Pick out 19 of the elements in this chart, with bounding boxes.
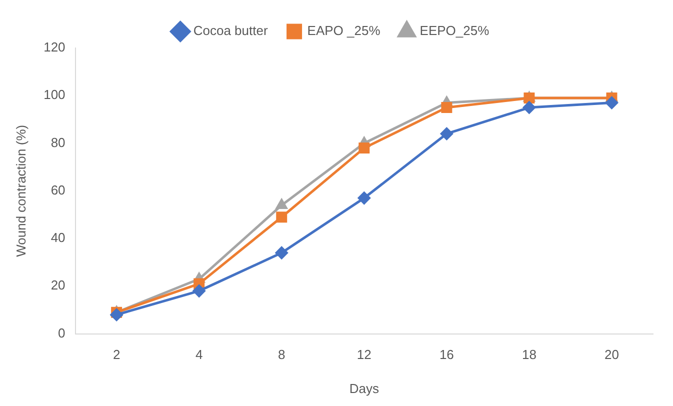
y-axis-title: Wound contraction (%) (13, 124, 28, 257)
x-tick-label: 12 (356, 347, 372, 362)
y-tick-label: 80 (50, 134, 66, 150)
y-tick-label: 100 (44, 87, 66, 102)
y-tick-label: 120 (44, 40, 66, 55)
legend-label: EAPO _25% (307, 23, 381, 38)
x-axis-title: Days (349, 380, 380, 396)
x-tick-label: 18 (522, 347, 536, 362)
x-tick-label: 2 (112, 347, 120, 362)
y-tick-label: 40 (50, 230, 66, 246)
y-tick-label: 0 (58, 325, 66, 340)
x-tick-label: 8 (278, 347, 286, 362)
x-tick-label: 4 (195, 347, 203, 362)
legend-label: Cocoa butter (193, 23, 268, 38)
x-tick-label: 16 (439, 347, 454, 362)
legend-label: EEPO_25% (420, 23, 490, 38)
y-tick-label: 20 (50, 278, 66, 293)
y-tick-label: 60 (50, 182, 66, 198)
x-tick-label: 20 (604, 347, 619, 362)
